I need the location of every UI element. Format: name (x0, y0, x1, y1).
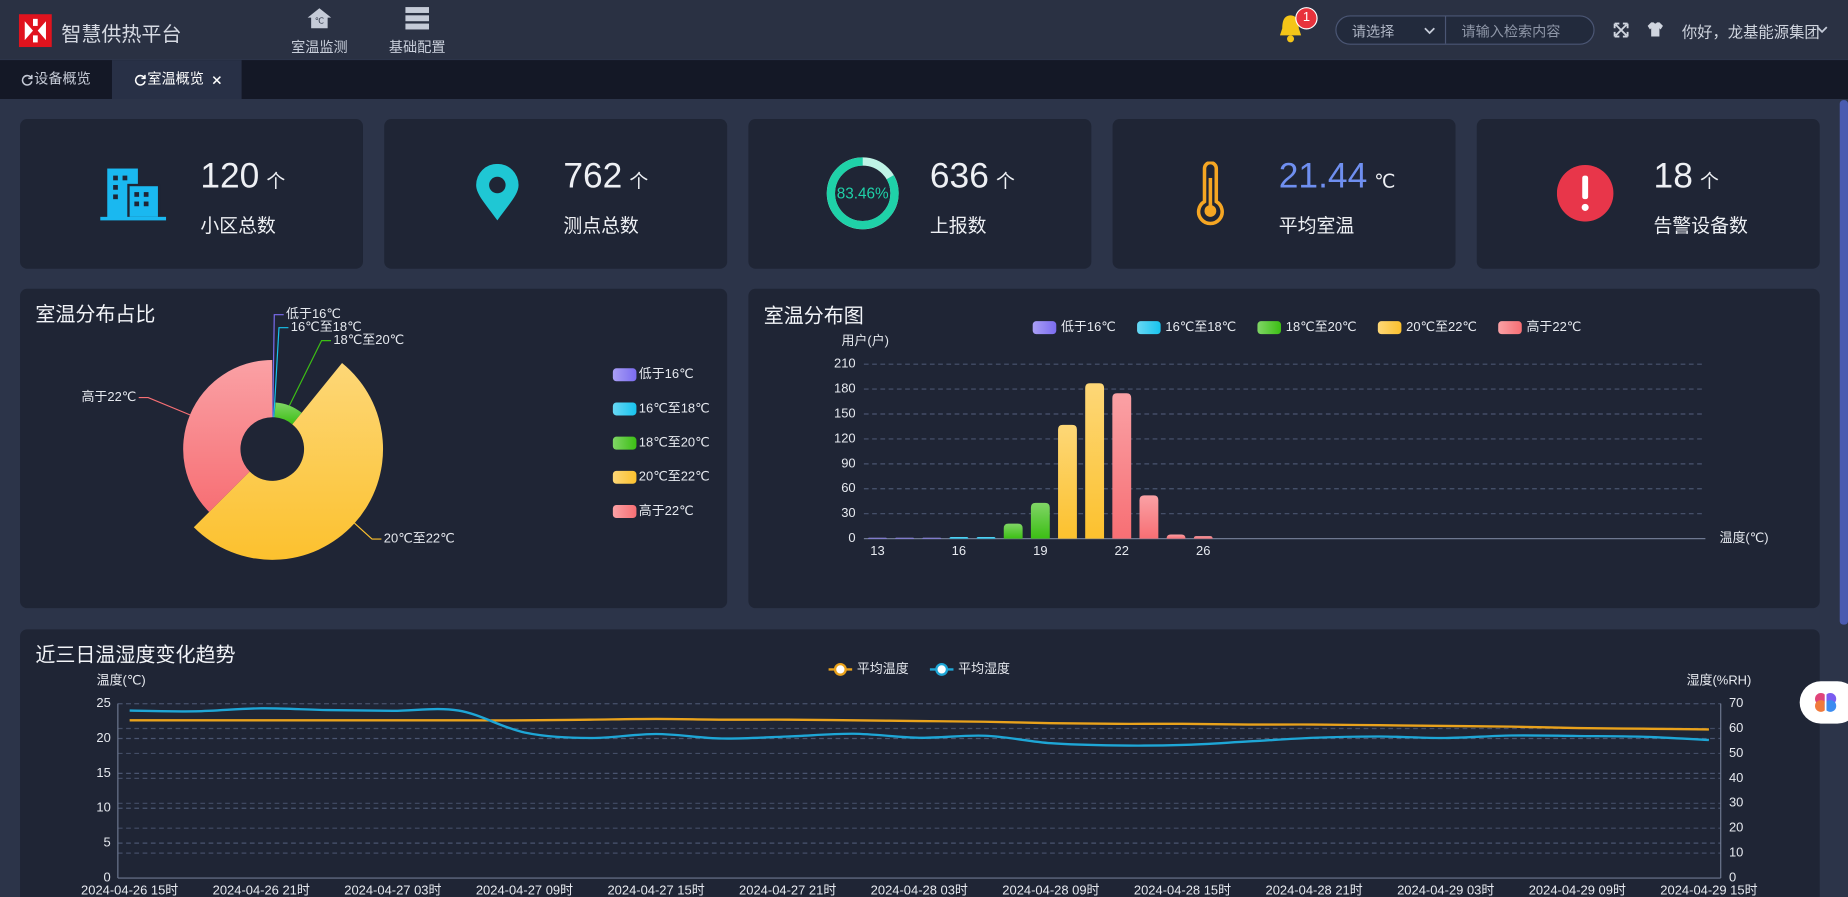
stat-value: 762 (563, 156, 623, 196)
stat-value: 21.44 (1278, 156, 1368, 196)
alert-icon (1556, 164, 1614, 222)
stat-label: 上报数 (929, 216, 987, 237)
brain-icon (1814, 692, 1837, 712)
nav-label: 基础配置 (388, 38, 446, 56)
tab-bar: 设备概览 室温概览 (0, 60, 1848, 99)
tab-label: 设备概览 (34, 70, 91, 88)
nav-label: 室温监测 (291, 38, 348, 56)
stat-label: 告警设备数 (1653, 216, 1748, 237)
refresh-icon (21, 74, 33, 86)
stat-card: 120 个 小区总数 (20, 119, 363, 269)
theme-icon[interactable] (1646, 21, 1664, 37)
stat-value: 636 (929, 156, 989, 196)
close-icon[interactable] (212, 75, 221, 85)
stat-card: 762 个 测点总数 (384, 119, 728, 269)
fullscreen-icon[interactable] (1613, 22, 1629, 38)
stat-value: 18 (1653, 156, 1693, 196)
chevron (1816, 26, 1828, 34)
search-input[interactable]: 请输入检索内容 (1461, 23, 1561, 41)
stat-value-row: 762 个 (563, 157, 648, 197)
stat-value-row: 21.44 ℃ (1279, 157, 1396, 197)
panel (20, 629, 1820, 897)
svg-text:℃: ℃ (315, 17, 324, 26)
stat-unit: 个 (629, 172, 649, 193)
ring-label: 83.46% (837, 186, 889, 203)
stat-card: 18 个 告警设备数 (1476, 119, 1820, 269)
stat-value-row: 636 个 (930, 157, 1015, 197)
stat-label: 测点总数 (563, 216, 639, 237)
stat-unit: 个 (1699, 172, 1719, 193)
nav-icon: ℃ (307, 8, 332, 29)
divider (1444, 16, 1447, 44)
scrollbar[interactable] (1839, 100, 1848, 625)
stat-card: 83.46% 636 个 上报数 (748, 119, 1092, 269)
app-title: 智慧供热平台 (61, 23, 182, 46)
tab[interactable]: 设备概览 (0, 60, 111, 99)
select[interactable]: 请选择 (1351, 23, 1395, 41)
assistant-button[interactable] (1799, 681, 1848, 724)
nav-item[interactable]: 基础配置 (376, 5, 458, 57)
chevron (1424, 27, 1435, 35)
panel (20, 288, 728, 609)
pin-icon (476, 163, 519, 221)
search-bar: 请选择 请输入检索内容 (1335, 15, 1595, 45)
nav-icon (405, 7, 429, 30)
stat-label: 平均室温 (1278, 216, 1355, 237)
rate-ring: 83.46% (826, 157, 899, 230)
stat-unit: ℃ (1374, 172, 1396, 193)
stat-value-row: 18 个 (1654, 157, 1719, 197)
stat-value: 120 (200, 156, 260, 196)
stat-value-row: 120 个 (200, 157, 285, 197)
tab-label: 室温概览 (147, 70, 204, 88)
ring-arc (826, 157, 899, 230)
logo (18, 14, 52, 48)
nav-item[interactable]: ℃ 室温监测 (278, 5, 360, 57)
refresh-icon (134, 74, 146, 86)
user-greeting[interactable]: 你好，龙基能源集团 (1681, 23, 1820, 42)
stat-card: 21.44 ℃ 平均室温 (1112, 119, 1456, 269)
panel (748, 288, 1820, 609)
notification-badge: 1 (1295, 7, 1318, 30)
stat-label: 小区总数 (200, 216, 276, 237)
building-icon (100, 168, 167, 221)
header: 智慧供热平台 ℃ 室温监测 基础配置 1 请选择 请输入检索内容 你好，龙基能源… (0, 0, 1848, 59)
thermometer-icon (1196, 161, 1224, 226)
stat-unit: 个 (266, 172, 286, 193)
stat-unit: 个 (995, 172, 1015, 193)
tab-active[interactable]: 室温概览 (111, 60, 242, 99)
